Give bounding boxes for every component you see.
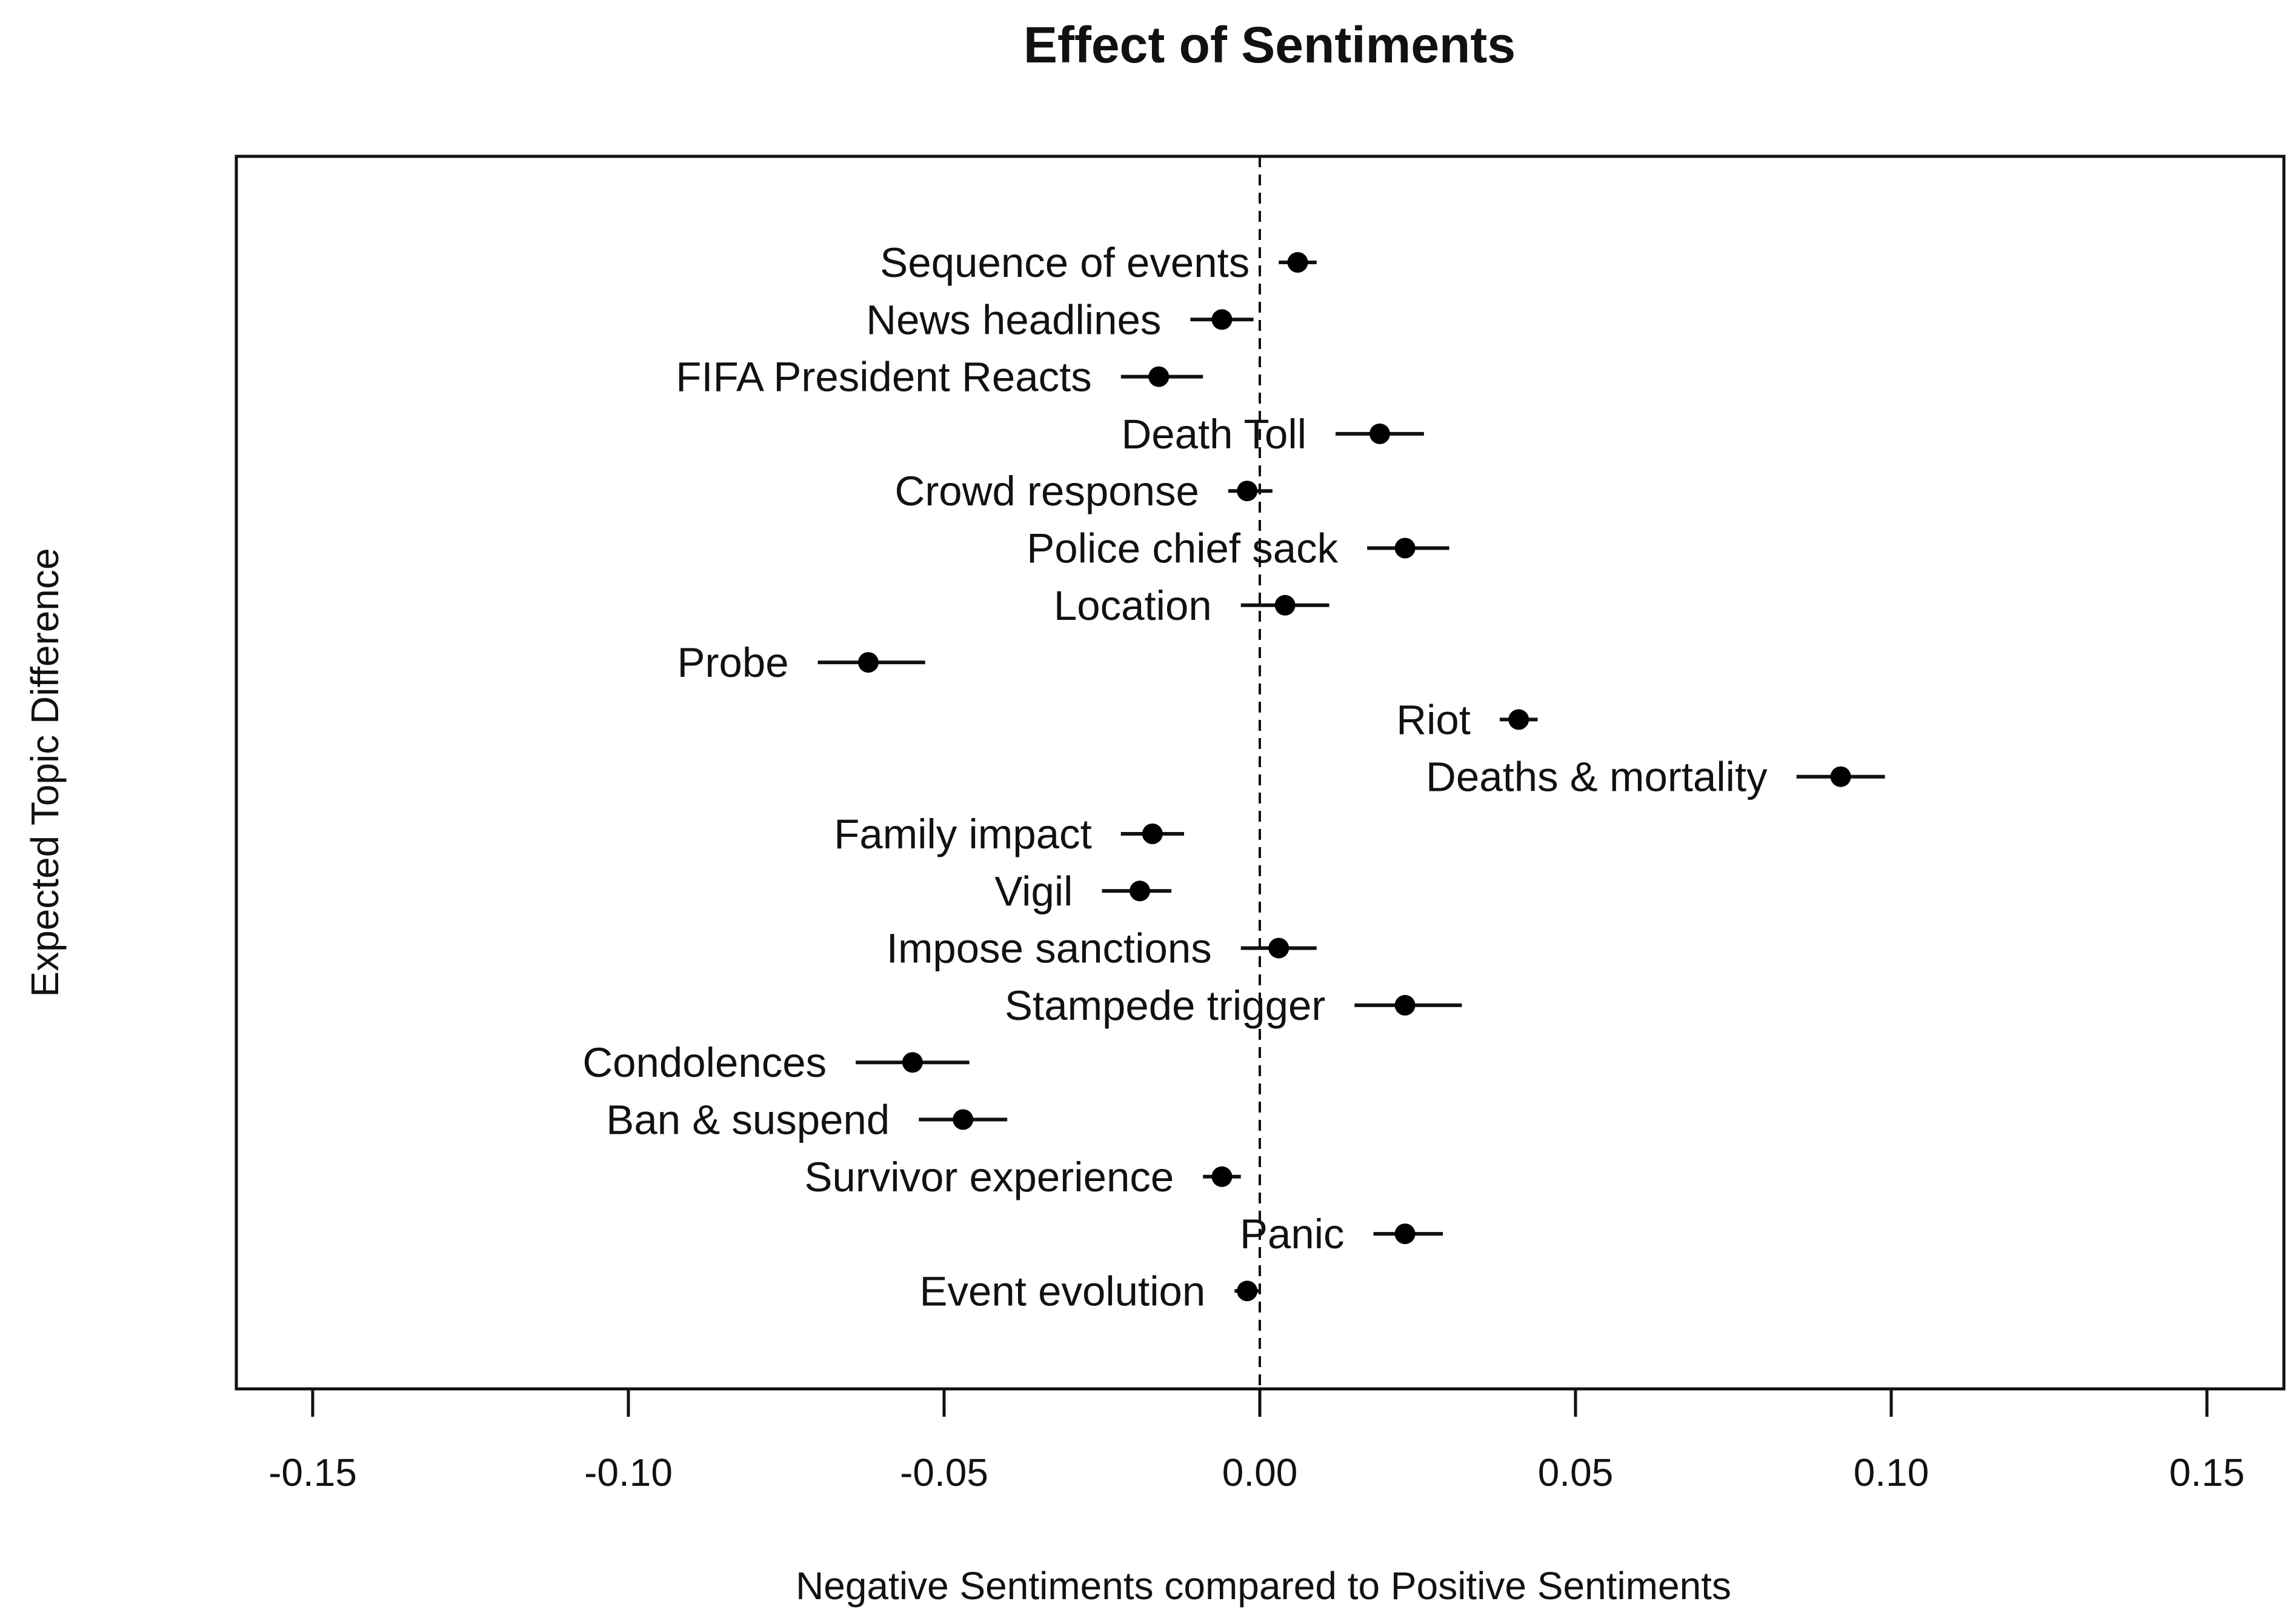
data-point-group: FIFA President Reacts bbox=[676, 354, 1203, 401]
data-point-group: Panic bbox=[1240, 1211, 1443, 1257]
x-axis: -0.15 -0.10 -0.05 0.00 0.05 0.10 0.15 bbox=[268, 1387, 2245, 1494]
point-label: Probe bbox=[677, 639, 788, 686]
point-label: Impose sanctions bbox=[887, 925, 1212, 972]
point-label: Location bbox=[1054, 582, 1212, 629]
point-label: Event evolution bbox=[919, 1268, 1205, 1314]
point-marker bbox=[1394, 537, 1416, 559]
x-tick-label: -0.15 bbox=[268, 1451, 357, 1494]
data-point-group: Crowd response bbox=[894, 468, 1273, 514]
y-axis-label: Expected Topic Difference bbox=[23, 548, 67, 997]
point-marker bbox=[1211, 1166, 1233, 1187]
point-marker bbox=[1830, 766, 1851, 787]
point-marker bbox=[1237, 481, 1258, 502]
x-tick-label: -0.10 bbox=[584, 1451, 673, 1494]
point-label: Vigil bbox=[994, 868, 1073, 914]
data-point-group: Police chief sack bbox=[1027, 525, 1449, 572]
point-label: Condolences bbox=[582, 1039, 827, 1086]
data-point-group: Survivor experience bbox=[804, 1154, 1241, 1200]
point-marker bbox=[1394, 994, 1416, 1016]
point-marker bbox=[902, 1052, 923, 1073]
point-marker bbox=[953, 1109, 974, 1130]
point-marker bbox=[857, 652, 879, 673]
x-tick-label: 0.15 bbox=[2169, 1451, 2245, 1494]
x-tick-label: 0.00 bbox=[1222, 1451, 1298, 1494]
point-label: Family impact bbox=[834, 811, 1092, 857]
data-point-group: Family impact bbox=[834, 811, 1184, 857]
point-marker bbox=[1508, 709, 1529, 730]
point-marker bbox=[1211, 309, 1233, 330]
point-marker bbox=[1369, 423, 1390, 444]
data-point-group: Probe bbox=[677, 639, 925, 686]
point-label: FIFA President Reacts bbox=[676, 354, 1091, 401]
x-tick-label: 0.10 bbox=[1854, 1451, 1929, 1494]
point-label: Sequence of events bbox=[880, 239, 1249, 286]
data-point-group: Condolences bbox=[582, 1039, 970, 1086]
point-label: Deaths & mortality bbox=[1426, 754, 1768, 800]
point-label: Death Toll bbox=[1121, 411, 1306, 458]
point-marker bbox=[1287, 252, 1308, 273]
point-marker bbox=[1237, 1280, 1258, 1302]
point-label: Ban & suspend bbox=[606, 1097, 890, 1143]
data-point-group: Sequence of events bbox=[880, 239, 1317, 286]
point-label: Survivor experience bbox=[804, 1154, 1174, 1200]
point-label: News headlines bbox=[866, 296, 1161, 343]
point-marker bbox=[1268, 937, 1289, 959]
x-axis-label: Negative Sentiments compared to Positive… bbox=[796, 1564, 1731, 1608]
point-label: Crowd response bbox=[894, 468, 1199, 514]
point-marker bbox=[1148, 366, 1170, 387]
data-point-group: Ban & suspend bbox=[606, 1097, 1008, 1143]
data-point-group: Death Toll bbox=[1121, 411, 1424, 458]
data-point-group: Stampede trigger bbox=[1005, 982, 1462, 1029]
data-point-group: Location bbox=[1054, 582, 1329, 629]
point-label: Panic bbox=[1240, 1211, 1345, 1257]
data-points: Sequence of events News headlines FIFA Pre… bbox=[582, 239, 1885, 1314]
point-label: Police chief sack bbox=[1027, 525, 1338, 572]
data-point-group: Impose sanctions bbox=[887, 925, 1317, 972]
x-tick-label: -0.05 bbox=[900, 1451, 988, 1494]
point-marker bbox=[1142, 824, 1163, 844]
data-point-group: Event evolution bbox=[919, 1268, 1260, 1314]
point-marker bbox=[1274, 594, 1296, 616]
data-point-group: News headlines bbox=[866, 296, 1254, 343]
point-marker bbox=[1394, 1223, 1416, 1245]
data-point-group: Vigil bbox=[994, 868, 1172, 914]
point-label: Riot bbox=[1396, 696, 1471, 743]
data-point-group: Riot bbox=[1396, 696, 1538, 743]
x-tick-label: 0.05 bbox=[1538, 1451, 1614, 1494]
point-marker bbox=[1130, 880, 1151, 902]
point-label: Stampede trigger bbox=[1005, 982, 1325, 1029]
chart-title: Effect of Sentiments bbox=[1023, 16, 1516, 73]
data-point-group: Deaths & mortality bbox=[1426, 754, 1885, 800]
